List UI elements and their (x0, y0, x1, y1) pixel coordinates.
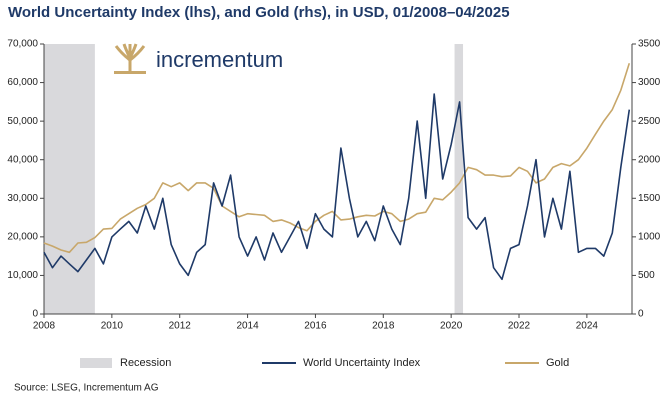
x-tick-label: 2012 (169, 321, 192, 332)
logo-icon (114, 43, 146, 72)
source: Source: LSEG, Incrementum AG (14, 383, 159, 394)
y2-tick-label: 500 (638, 270, 655, 281)
y-tick-label: 30,000 (7, 193, 38, 204)
series-line (43, 93, 631, 281)
y-tick-label: 40,000 (7, 154, 38, 165)
logo-base (114, 71, 146, 74)
y-tick-label: 20,000 (7, 231, 38, 242)
x-tick-label: 2024 (576, 321, 599, 332)
y-tick-label: 50,000 (7, 116, 38, 127)
x-tick-label: 2010 (101, 321, 124, 332)
legend-label: World Uncertainty Index (303, 357, 421, 369)
legend-label: Gold (546, 357, 569, 369)
x-tick-label: 2022 (508, 321, 531, 332)
series-line (43, 63, 631, 254)
logo: incrementum (114, 43, 283, 74)
y2-tick-label: 2000 (638, 154, 661, 165)
x-tick-label: 2018 (372, 321, 395, 332)
legend-label: Recession (120, 357, 171, 369)
y-tick-label: 10,000 (7, 270, 38, 281)
y2-tick-label: 3000 (638, 77, 661, 88)
logo-text: incrementum (156, 47, 283, 72)
y2-tick-label: 1000 (638, 231, 661, 242)
y-tick-label: 0 (32, 309, 38, 320)
x-tick-label: 2020 (440, 321, 463, 332)
chart-title: World Uncertainty Index (lhs), and Gold … (8, 4, 510, 21)
y-tick-label: 60,000 (7, 77, 38, 88)
y2-tick-label: 0 (638, 309, 644, 320)
x-tick-label: 2008 (33, 321, 56, 332)
y2-tick-label: 1500 (638, 193, 661, 204)
recession-band (454, 44, 464, 314)
y2-tick-label: 3500 (638, 39, 661, 50)
legend-swatch (80, 358, 112, 368)
x-tick-label: 2016 (304, 321, 327, 332)
x-tick-label: 2014 (236, 321, 259, 332)
recession-band (44, 44, 95, 314)
y2-tick-label: 2500 (638, 116, 661, 127)
y-tick-label: 70,000 (7, 39, 38, 50)
